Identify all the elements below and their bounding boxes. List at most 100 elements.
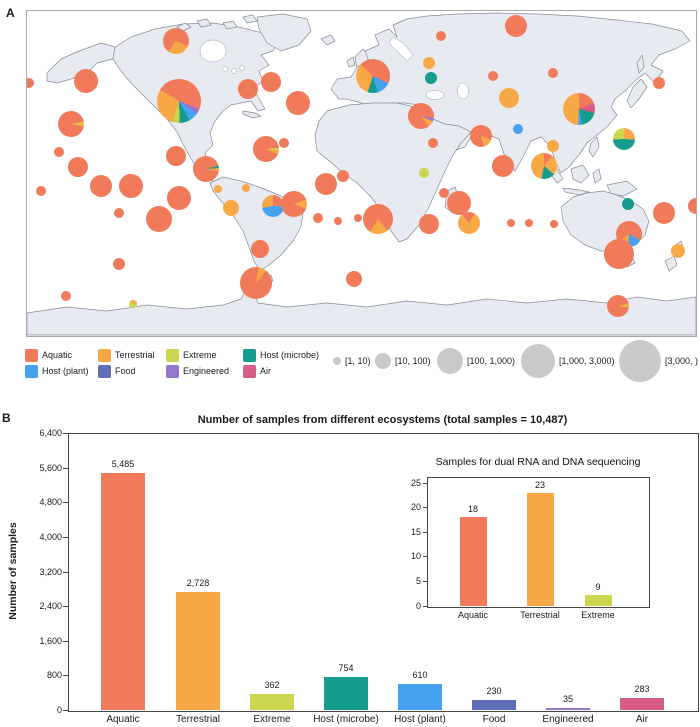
map-pie-marker — [425, 72, 437, 84]
main-x-category-label: Terrestrial — [176, 714, 220, 725]
map-pie-marker — [505, 15, 527, 37]
panel-a-label: A — [6, 6, 15, 20]
water-black-sea — [425, 90, 445, 100]
map-pie-marker — [436, 31, 446, 41]
map-pie-marker — [507, 219, 515, 227]
map-pie-marker — [356, 59, 390, 93]
inset-bar — [584, 595, 612, 606]
size-legend-label: [1,000, 3,000) — [559, 356, 615, 366]
size-legend-circle — [437, 348, 463, 374]
map-pie-marker — [488, 71, 498, 81]
main-bar-value-label: 5,485 — [111, 458, 135, 469]
legend-item-label: Host (plant) — [42, 366, 89, 376]
main-y-tick-mark — [63, 710, 68, 711]
land-new-zealand-south — [664, 255, 678, 272]
main-bar-value-label: 283 — [634, 683, 650, 694]
legend-color-swatch — [25, 365, 38, 378]
map-pie-marker — [525, 219, 533, 227]
size-legend-label: [3,000, ) — [665, 356, 699, 366]
map-pie-marker — [604, 239, 634, 269]
map-pie-marker — [279, 138, 289, 148]
map-pie-marker — [113, 258, 125, 270]
map-pie-marker — [419, 168, 429, 178]
inset-y-tick-label: 20 — [410, 502, 421, 513]
main-bar-value-label: 362 — [264, 680, 280, 691]
main-bar-value-label: 35 — [562, 694, 573, 705]
map-pie-marker — [548, 68, 558, 78]
map-pie-marker — [193, 156, 219, 182]
water-great-lake — [222, 66, 228, 72]
legend-color-swatch — [166, 365, 179, 378]
main-y-tick-mark — [63, 502, 68, 504]
size-legend-label: [1, 10) — [345, 356, 371, 366]
main-y-tick-label: 5,600 — [39, 462, 62, 473]
land-arctic-island — [196, 18, 212, 28]
map-pie-marker — [653, 77, 665, 89]
main-bar-value-label: 610 — [412, 669, 428, 680]
map-pie-marker — [214, 185, 222, 193]
map-pie-marker — [622, 198, 634, 210]
inset-y-tick-label: 0 — [415, 600, 421, 611]
map-pie-marker — [671, 244, 685, 258]
land-greenland — [256, 13, 312, 52]
map-pie-marker — [61, 291, 71, 301]
main-bar — [398, 683, 442, 710]
map-pie-marker — [613, 128, 635, 150]
land-sulawesi — [592, 168, 602, 184]
main-x-category-label: Engineered — [542, 714, 594, 725]
legend-item-label: Aquatic — [42, 350, 73, 360]
main-y-tick-label: 800 — [46, 670, 62, 681]
map-pie-marker — [238, 79, 258, 99]
map-pie-marker — [470, 125, 492, 147]
map-pie-marker — [428, 138, 438, 148]
inset-bar — [459, 517, 487, 606]
main-y-tick-label: 3,200 — [39, 566, 62, 577]
map-pie-marker — [90, 175, 112, 197]
legend-item-label: Food — [115, 366, 136, 376]
water-caspian-sea — [457, 82, 469, 100]
main-bar — [176, 591, 220, 710]
land-new-guinea — [606, 180, 638, 197]
land-borneo — [570, 164, 590, 184]
map-pie-marker — [423, 57, 435, 69]
land-sakhalin — [636, 54, 645, 74]
inset-y-tick-mark — [423, 482, 427, 484]
main-y-tick-label: 4,800 — [39, 497, 62, 508]
inset-y-tick-label: 15 — [410, 526, 421, 537]
legend-color-swatch — [98, 365, 111, 378]
legend-color-swatch — [243, 365, 256, 378]
map-pie-marker — [313, 213, 323, 223]
inset-y-tick-mark — [423, 531, 427, 533]
map-pie-marker — [242, 184, 250, 192]
land-ireland — [346, 56, 356, 68]
map-pie-marker — [408, 103, 434, 129]
map-pie-marker — [240, 267, 272, 299]
inset-y-tick-label: 5 — [415, 575, 421, 586]
map-pie-marker — [261, 72, 281, 92]
main-bar-value-label: 230 — [486, 686, 502, 697]
main-bar — [472, 700, 516, 710]
main-y-tick-label: 1,600 — [39, 635, 62, 646]
size-legend-circle — [619, 340, 661, 382]
legend-color-swatch — [98, 349, 111, 362]
map-pie-marker — [550, 220, 558, 228]
main-bar — [546, 708, 590, 710]
main-x-category-label: Aquatic — [106, 714, 140, 725]
main-y-tick-label: 6,400 — [39, 428, 62, 438]
legend-item-label: Extreme — [183, 350, 217, 360]
map-pie-marker — [223, 200, 239, 216]
inset-y-tick-label: 10 — [410, 551, 421, 562]
map-pie-marker — [492, 155, 514, 177]
map-pie-marker — [363, 204, 393, 234]
main-x-category-label: Host (microbe) — [313, 714, 379, 725]
map-pie-marker — [458, 212, 480, 234]
inset-bar-value-label: 9 — [595, 582, 601, 593]
inset-y-tick-mark — [423, 556, 427, 558]
map-pie-marker — [166, 146, 186, 166]
main-chart-ylabel: Number of samples — [7, 522, 19, 620]
map-pie-marker — [281, 191, 307, 217]
main-bar — [101, 472, 145, 710]
map-pie-marker — [163, 28, 189, 54]
map-pie-marker — [167, 186, 191, 210]
